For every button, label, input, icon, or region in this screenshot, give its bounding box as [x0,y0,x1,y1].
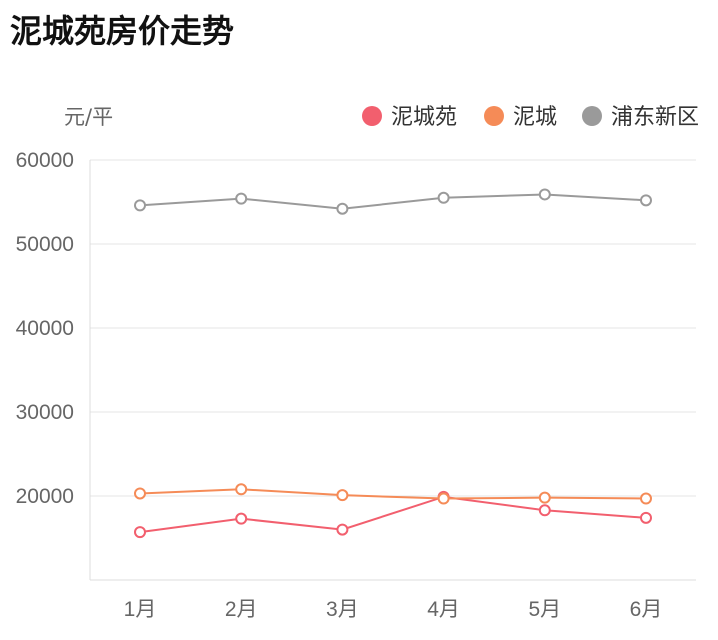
data-point [336,202,349,215]
data-point [336,523,349,536]
data-point [134,487,146,500]
x-tick-label: 1月 [124,598,157,621]
y-tick-label: 20000 [16,485,74,508]
data-point [235,192,248,205]
x-tick-label: 2月 [225,598,258,621]
series-line [139,193,647,210]
data-point [437,191,450,204]
data-point [640,492,652,505]
data-point [336,489,349,502]
data-point [134,526,146,539]
legend-marker [484,106,504,126]
series-line [139,488,647,500]
data-point [538,491,551,504]
legend-label: 浦东新区 [611,105,699,130]
y-tick-label: 50000 [16,233,74,256]
data-point [235,512,248,525]
data-point [437,492,450,505]
series-line [139,495,647,534]
data-point [235,483,248,496]
data-point [134,199,146,212]
data-point [640,194,652,207]
data-point [538,188,551,201]
legend-marker [362,106,382,126]
x-tick-label: 5月 [528,598,561,621]
y-tick-label: 30000 [16,401,74,424]
x-tick-label: 6月 [630,598,663,621]
chart-title: 泥城苑房价走势 [10,12,235,50]
y-tick-label: 60000 [16,149,74,172]
x-tick-label: 4月 [427,598,460,621]
legend-label: 泥城 [513,105,557,130]
legend-marker [582,106,602,126]
x-tick-label: 3月 [326,598,359,621]
data-point [538,504,551,517]
legend-label: 泥城苑 [391,105,457,130]
y-tick-label: 40000 [16,317,74,340]
y-axis-unit: 元/平 [64,105,113,129]
data-point [640,511,652,524]
